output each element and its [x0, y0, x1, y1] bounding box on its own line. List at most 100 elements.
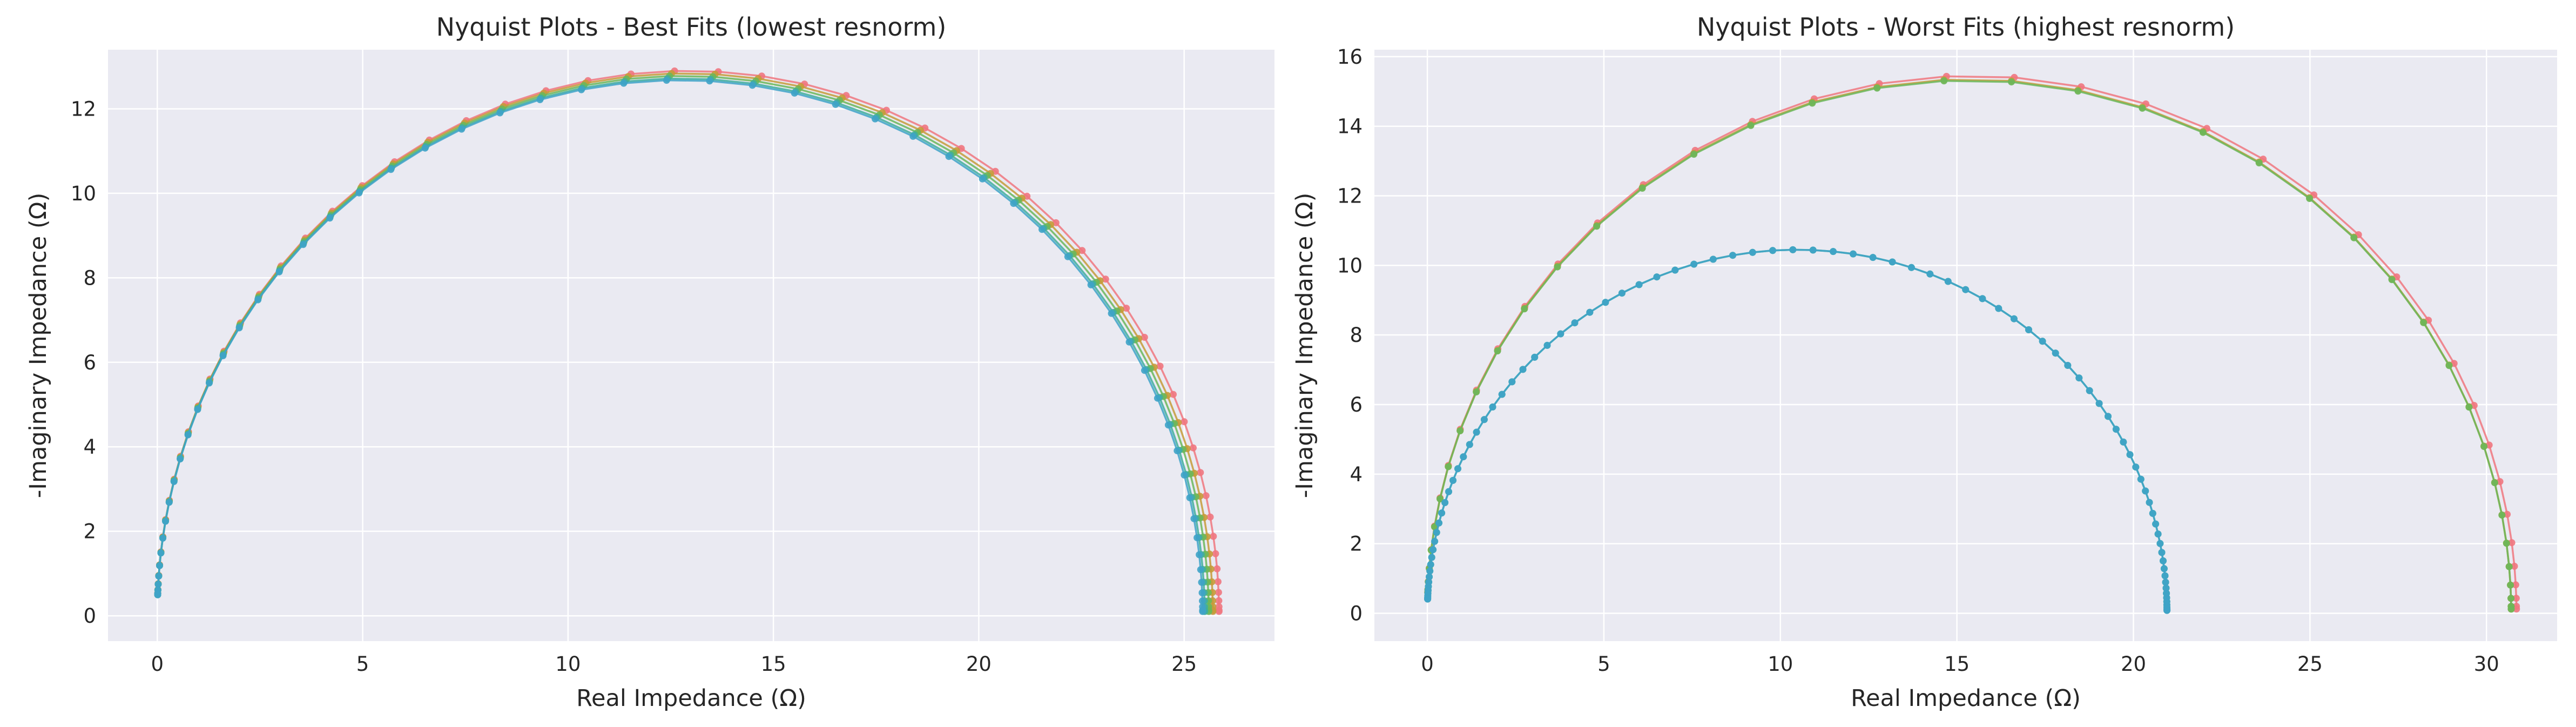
data-point: [2086, 387, 2093, 394]
data-point: [1638, 185, 1646, 192]
data-point: [2158, 549, 2166, 556]
x-tick-label: 15: [1944, 652, 1970, 676]
data-point: [2075, 374, 2083, 382]
data-point: [2507, 595, 2515, 602]
data-point: [2052, 349, 2059, 357]
y-tick-label: 4: [1350, 463, 1363, 486]
data-point: [1010, 200, 1017, 207]
plot-area-worst-fits: [1374, 50, 2557, 641]
data-point: [872, 115, 879, 123]
data-point: [326, 214, 334, 222]
data-point: [2010, 315, 2018, 322]
data-point: [1809, 99, 1816, 107]
data-point: [1690, 260, 1698, 268]
data-point: [2350, 234, 2358, 241]
data-point: [1428, 554, 1435, 561]
data-point: [2507, 603, 2515, 610]
data-point: [1210, 533, 1217, 540]
data-point: [235, 324, 243, 332]
data-point: [1653, 273, 1661, 281]
data-point: [1889, 258, 1896, 266]
data-point: [663, 77, 670, 84]
grid-worst-fits: [1374, 50, 2557, 641]
data-point: [2199, 129, 2207, 136]
data-point: [1426, 567, 1434, 575]
data-point: [1586, 308, 1594, 316]
data-point: [1449, 476, 1456, 484]
data-point: [2445, 362, 2453, 369]
data-point: [1102, 275, 1109, 283]
data-point: [1571, 319, 1579, 327]
data-point: [1671, 266, 1679, 274]
data-point: [791, 89, 798, 97]
data-point: [2160, 557, 2167, 564]
data-point: [165, 499, 173, 506]
data-point: [1494, 347, 1501, 355]
data-point: [1466, 441, 1473, 448]
data-point: [748, 82, 756, 89]
data-point: [2505, 563, 2513, 570]
data-point: [2420, 319, 2427, 326]
data-point: [1869, 254, 1877, 261]
data-point: [2105, 413, 2112, 420]
data-point: [2152, 520, 2160, 528]
data-point: [2154, 530, 2162, 538]
data-point: [620, 79, 628, 87]
data-point: [1426, 573, 1433, 581]
data-point: [162, 517, 169, 525]
data-point: [1215, 603, 1223, 610]
y-axis-label-best-fits: -Imaginary Impedance (Ω): [25, 193, 52, 498]
data-point: [205, 379, 213, 387]
data-point: [1078, 247, 1086, 254]
data-point: [184, 431, 192, 439]
data-point: [1198, 578, 1205, 586]
data-point: [1212, 550, 1219, 557]
data-point: [1508, 378, 1516, 386]
data-point: [2512, 595, 2520, 602]
data-point: [1445, 463, 1452, 470]
data-point: [2513, 603, 2520, 610]
x-tick-label: 15: [761, 652, 786, 676]
data-point: [1197, 469, 1204, 476]
y-tick-label: 12: [1337, 185, 1363, 208]
series-5-best-fits: [154, 77, 1206, 615]
x-axis-label-best-fits: Real Impedance (Ω): [576, 685, 806, 712]
data-point: [2480, 443, 2488, 450]
data-point: [1519, 366, 1527, 373]
nyquist-best-fits-panel: 0 5 10 15 20 25 0 2 4 6 8 10 12 Nyquist Plots - Best…: [25, 12, 1274, 712]
data-point: [1729, 252, 1736, 259]
data-point: [1181, 418, 1188, 426]
data-point: [832, 100, 839, 108]
data-point: [1618, 290, 1626, 297]
data-point: [1543, 341, 1551, 349]
x-axis-label-worst-fits: Real Impedance (Ω): [1851, 685, 2081, 712]
data-point: [496, 109, 504, 117]
series-line: [157, 79, 1204, 612]
chart-title-best-fits: Nyquist Plots - Best Fits (lowest resnor…: [436, 12, 947, 42]
nyquist-worst-fits-panel: 0 5 10 15 20 25 30 0 2 4 6 8 10 12 14 16 Nyquist Plots …: [1291, 12, 2557, 712]
data-point: [2008, 78, 2015, 86]
data-point: [2255, 159, 2263, 167]
data-point: [421, 144, 429, 152]
y-tick-label: 16: [1337, 45, 1363, 69]
data-point: [2142, 487, 2149, 495]
data-point: [2025, 326, 2032, 333]
series-5-worst-fits: [1424, 246, 2171, 614]
data-point: [1460, 453, 1467, 461]
data-point: [2139, 104, 2146, 112]
data-point: [2496, 478, 2504, 486]
data-point: [2507, 581, 2514, 589]
data-point: [2498, 511, 2506, 519]
data-point: [1087, 281, 1095, 288]
data-point: [1431, 537, 1439, 545]
data-point: [1554, 263, 1561, 271]
y-tick-label: 6: [1350, 393, 1363, 416]
x-tick-label: 30: [2474, 652, 2499, 676]
data-point: [1123, 305, 1130, 312]
data-point: [1690, 151, 1698, 158]
x-tick-label: 5: [356, 652, 369, 676]
data-point: [254, 296, 262, 304]
data-point: [1635, 281, 1643, 288]
data-point: [275, 268, 283, 275]
